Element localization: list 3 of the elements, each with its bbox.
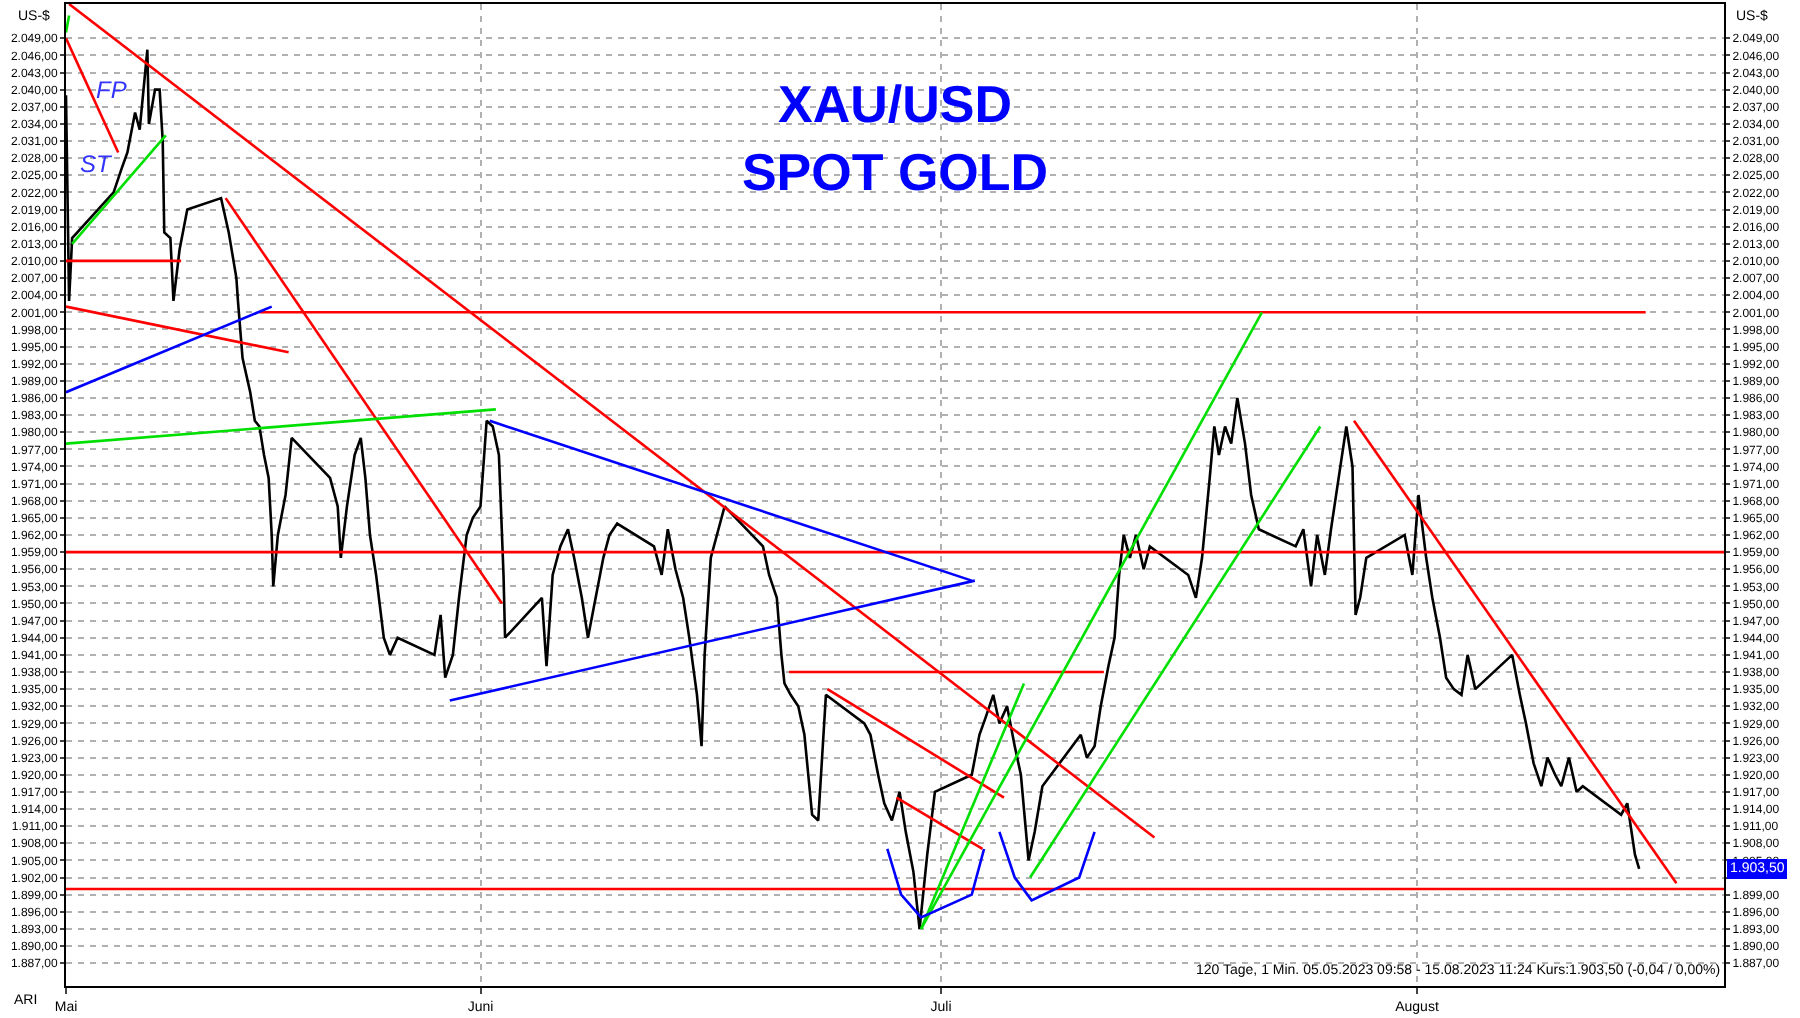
text: XAU/USD SPOT GOLD	[741, 74, 1049, 202]
annotation: ST	[80, 150, 115, 178]
annotation: FP	[96, 76, 127, 104]
